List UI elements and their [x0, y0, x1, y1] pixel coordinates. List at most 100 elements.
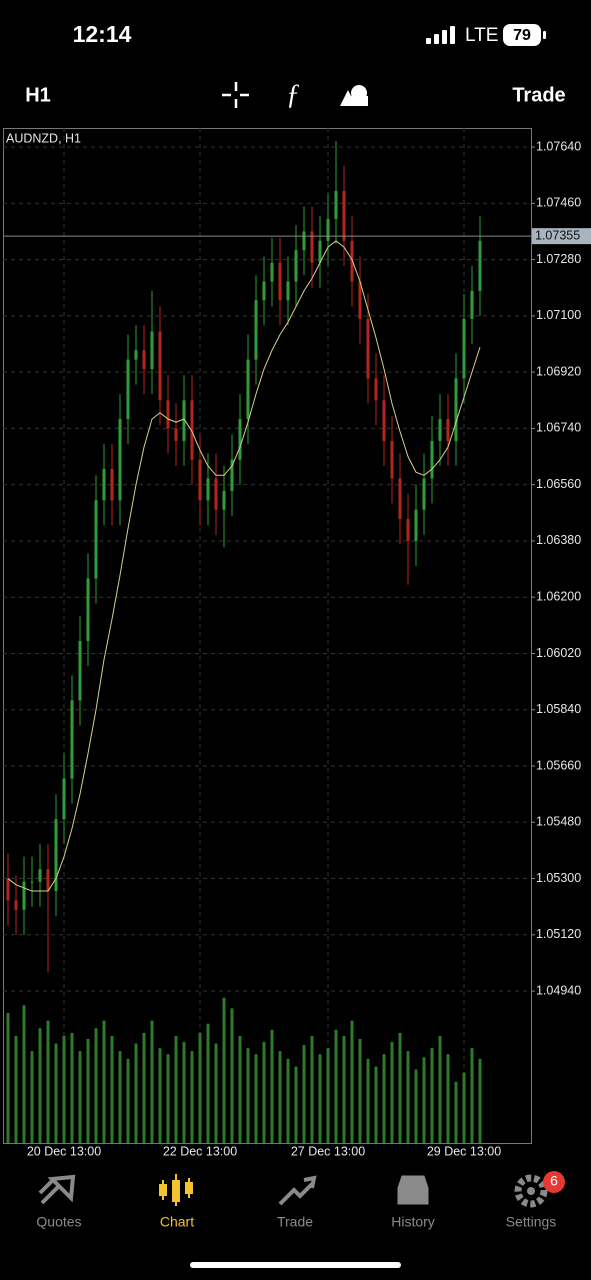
tab-icon [527, 1187, 535, 1195]
y-tick-label: 1.04940 [536, 983, 581, 997]
tab-icon [514, 1174, 548, 1208]
candle-body [94, 500, 98, 579]
tab-icon [278, 1175, 317, 1206]
volume-bar [222, 997, 226, 1143]
tab-icon [38, 1174, 76, 1205]
volume-bar [190, 1051, 194, 1143]
crosshair-button[interactable] [222, 82, 249, 108]
trade-button[interactable]: Trade [512, 84, 565, 106]
candle-body [182, 400, 186, 441]
volume-bar [342, 1035, 346, 1143]
candle-body [102, 469, 106, 501]
tab-label[interactable]: History [391, 1214, 435, 1230]
candle-body [414, 509, 418, 541]
objects-button[interactable] [340, 85, 368, 106]
volume-bar [174, 1035, 178, 1143]
candle-body [398, 478, 402, 520]
home-indicator [190, 1262, 401, 1268]
candle-body [126, 359, 130, 420]
volume-bar [158, 1048, 162, 1143]
volume-bar [198, 1032, 202, 1143]
candle-body [454, 378, 458, 441]
volume-bar [206, 1023, 210, 1143]
candle-body [22, 881, 26, 910]
volume-bar [22, 1005, 26, 1143]
network: LTE [465, 25, 498, 46]
candle-body [214, 478, 218, 510]
volume-bar [6, 1012, 10, 1143]
x-tick-label: 20 Dec 13:00 [27, 1144, 101, 1158]
battery-level: 79 [513, 27, 531, 44]
y-tick-label: 1.07460 [536, 196, 581, 210]
volume-bar [374, 1066, 378, 1143]
candle-body [358, 281, 362, 319]
candle-body [230, 459, 234, 491]
volume-bar [126, 1058, 130, 1143]
candle-body [478, 240, 482, 291]
x-tick-label: 27 Dec 13:00 [291, 1144, 365, 1158]
candle-body [134, 350, 138, 360]
candle-body [62, 778, 66, 820]
y-tick-label: 1.05120 [536, 927, 581, 941]
volume-bar [406, 1051, 410, 1143]
candle-body [374, 378, 378, 401]
candle-body [262, 281, 266, 301]
candle-body [166, 400, 170, 429]
volume-bar [446, 1054, 450, 1143]
y-tick-label: 1.05480 [536, 815, 581, 829]
volume-bar [46, 1020, 50, 1143]
candle-body [158, 331, 162, 401]
volume-bar [302, 1045, 306, 1143]
candle-body [294, 250, 298, 282]
chart-frame [3, 128, 532, 1144]
current-price-label: 1.07355 [535, 228, 580, 242]
tab-label[interactable]: Chart [160, 1214, 194, 1230]
candle-body [286, 281, 290, 301]
volume-bar [134, 1043, 138, 1143]
volume-bar [110, 1035, 114, 1143]
battery-tip [543, 31, 546, 39]
candle-body [334, 190, 338, 219]
y-tick-label: 1.06560 [536, 477, 581, 491]
candle-body [270, 262, 274, 282]
volume-bar [398, 1032, 402, 1143]
candle-body [446, 419, 450, 441]
candle-body [150, 331, 154, 370]
volume-bar [118, 1051, 122, 1143]
candle-body [406, 519, 410, 541]
candle-body [198, 459, 202, 501]
tab-bar: Quotes Chart Trade History Settings 6 [36, 1171, 565, 1230]
clock: 12:14 [73, 21, 132, 47]
candle-body [110, 469, 114, 501]
badge-count: 6 [550, 1173, 558, 1189]
volume-bar [478, 1058, 482, 1143]
volume-bar [318, 1054, 322, 1143]
volume-bar [462, 1072, 466, 1143]
y-tick-label: 1.05300 [536, 871, 581, 885]
tab-label[interactable]: Quotes [36, 1214, 81, 1230]
y-tick-label: 1.06740 [536, 421, 581, 435]
volume-bar [422, 1057, 426, 1143]
indicators-button[interactable]: ƒ [286, 79, 300, 110]
volume-bar [390, 1042, 394, 1143]
volume-bar [414, 1069, 418, 1143]
volume-bar [334, 1029, 338, 1143]
candle-body [470, 290, 474, 319]
y-tick-label: 1.05660 [536, 758, 581, 772]
volume-bar [286, 1058, 290, 1143]
tab-label[interactable]: Trade [277, 1214, 313, 1230]
badge [543, 1171, 565, 1193]
tab-label[interactable]: Settings [506, 1214, 557, 1230]
volume-bar [470, 1048, 474, 1143]
volume-bar [62, 1035, 66, 1143]
candle-body [366, 318, 370, 379]
y-tick-label: 1.05840 [536, 702, 581, 716]
plot: 1.07640 1.07460 1.07280 1.07100 1.06920 1.067… [3, 128, 591, 1158]
candle-body [190, 400, 194, 460]
volume-bar [94, 1028, 98, 1143]
x-tick-label: 22 Dec 13:00 [163, 1144, 237, 1158]
volume-bar [86, 1038, 90, 1143]
timeframe-button[interactable]: H1 [25, 84, 51, 106]
